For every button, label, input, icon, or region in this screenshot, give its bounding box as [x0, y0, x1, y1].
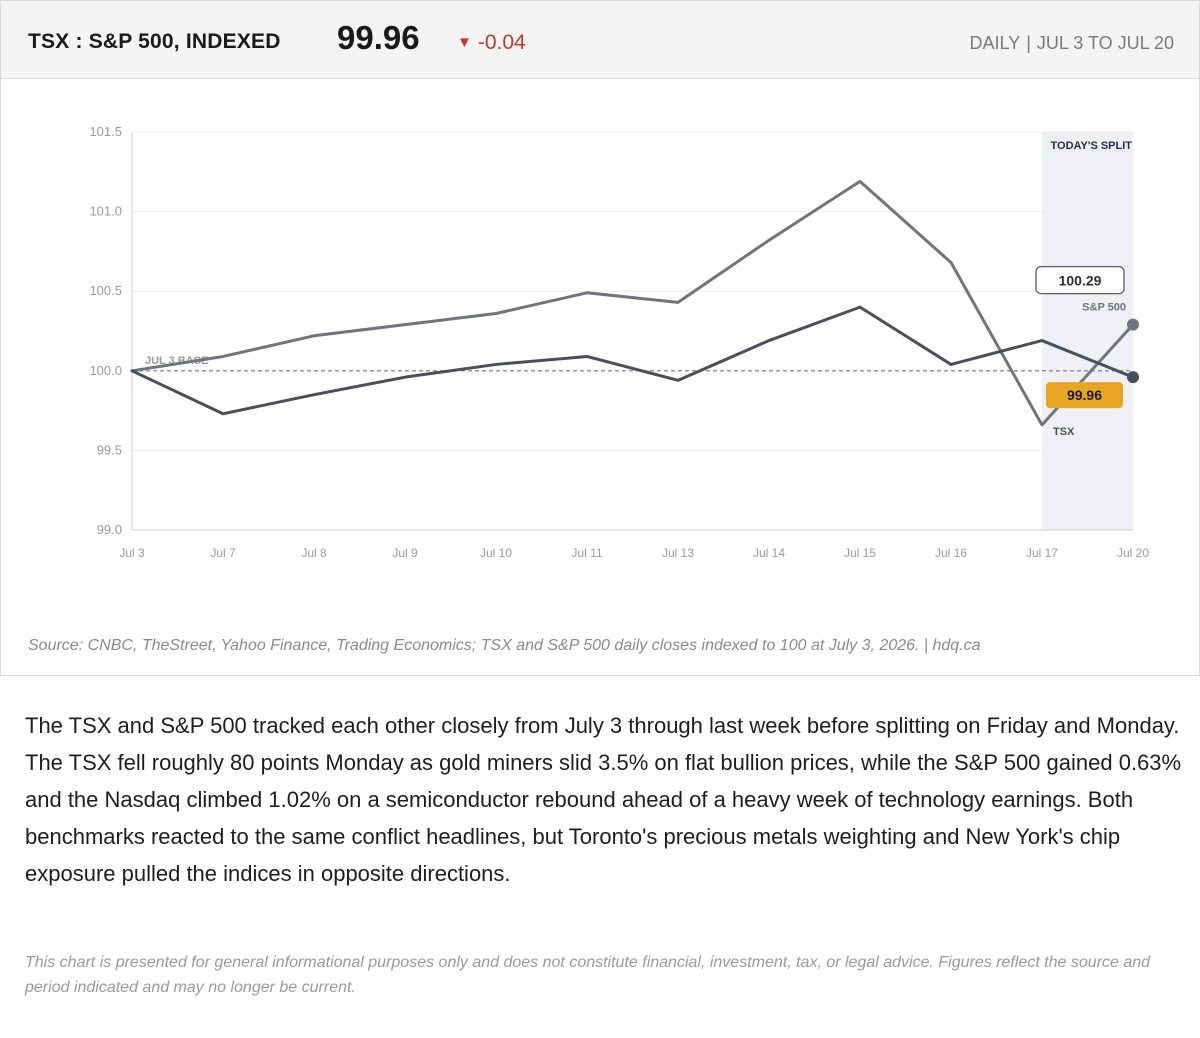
chart-header-title: TSX : S&P 500, INDEXED [28, 30, 281, 53]
y-tick-label: 101.5 [89, 124, 122, 139]
highlight-label: TODAY'S SPLIT [1051, 140, 1133, 152]
sp500-value-text: 100.29 [1059, 273, 1102, 289]
chart-source: Source: CNBC, TheStreet, Yahoo Finance, … [28, 637, 981, 654]
highlight-band [1042, 132, 1133, 530]
article-body: The TSX and S&P 500 tracked each other c… [25, 713, 1182, 886]
x-tick-label: Jul 15 [844, 546, 876, 560]
y-tick-label: 101.0 [89, 204, 122, 219]
range-separator: | [1026, 33, 1031, 53]
y-tick-label: 100.0 [89, 363, 122, 378]
change-indicator: ▼ -0.04 [457, 31, 526, 55]
tsx-line [130, 305, 1135, 416]
baseline-label: JUL 3 BASE [145, 355, 208, 367]
x-tick-label: Jul 10 [480, 546, 512, 560]
chart-card: TSX : S&P 500, INDEXED 99.96 ▼ -0.04 DAIL… [0, 0, 1200, 676]
current-value: 99.96 [337, 19, 420, 56]
x-tick-label: Jul 11 [571, 546, 602, 560]
sp500-line [130, 179, 1135, 427]
tsx-value-badge [1046, 382, 1123, 409]
sp500-series-label: S&P 500 [1082, 302, 1126, 314]
sp500-end-point [1127, 318, 1139, 331]
disclaimer: This chart is presented for general info… [25, 954, 1151, 996]
y-tick-label: 99.5 [97, 442, 122, 457]
x-tick-label: Jul 16 [935, 546, 967, 560]
y-tick-label: 99.0 [97, 522, 122, 537]
x-tick-label: Jul 14 [753, 546, 785, 560]
sp500-value-badge [1035, 265, 1125, 295]
range-label: JUL 3 TO JUL 20 [1036, 33, 1174, 53]
x-tick-label: Jul 17 [1026, 546, 1058, 560]
line-chart: TODAY'S SPLIT 99.0 99.5 100.0 100.5 101.0 101.… [89, 124, 1149, 560]
change-value: -0.04 [477, 31, 526, 54]
x-tick-label: Jul 13 [662, 546, 694, 560]
tsx-series-label: TSX [1053, 426, 1075, 438]
x-tick-label: Jul 9 [392, 546, 418, 560]
y-tick-label: 100.5 [89, 283, 122, 298]
x-tick-label: Jul 7 [210, 546, 236, 560]
x-tick-label: Jul 20 [1117, 546, 1149, 560]
chart-header: TSX : S&P 500, INDEXED 99.96 ▼ -0.04 DAIL… [1, 1, 1199, 79]
date-range: DAILY | JUL 3 TO JUL 20 [970, 33, 1174, 54]
tsx-value-text: 99.96 [1067, 387, 1102, 403]
x-tick-label: Jul 3 [119, 546, 145, 560]
tsx-end-point [1127, 371, 1139, 384]
down-arrow-icon: ▼ [457, 34, 472, 51]
x-tick-label: Jul 8 [301, 546, 327, 560]
frequency-label: DAILY [969, 33, 1021, 53]
